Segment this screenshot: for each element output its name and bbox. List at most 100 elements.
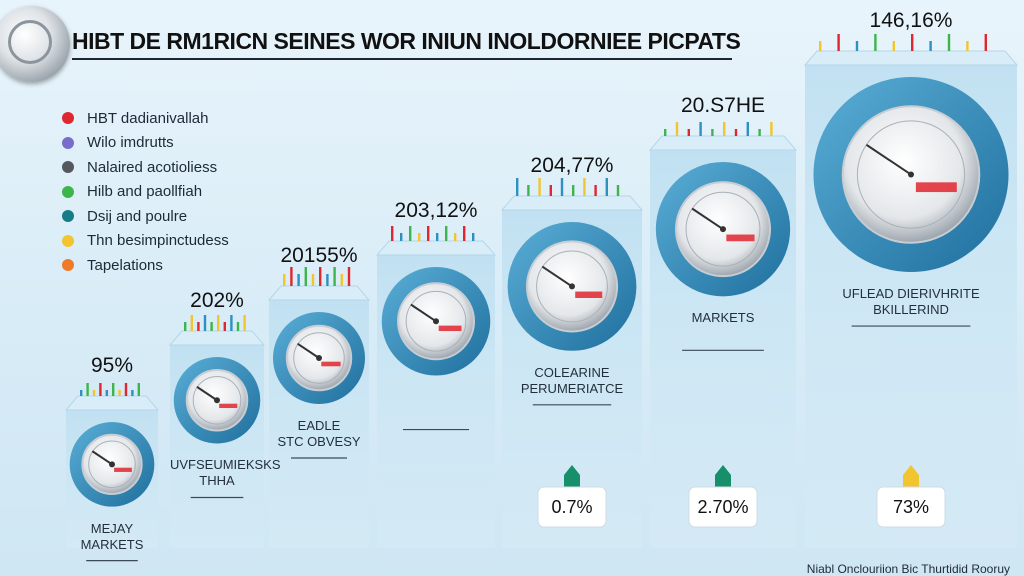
gauge-hub (908, 171, 914, 178)
caption-line: MARKETS (80, 536, 144, 552)
skyline-bar (463, 226, 466, 241)
skyline-bar (605, 178, 608, 196)
legend-item: Thn besimpinctudess (62, 229, 229, 254)
skyline-bar (527, 185, 530, 196)
skyline-bar (203, 315, 207, 331)
caption-line: UFLEAD DIERIVHRITE (842, 286, 980, 302)
legend-dot-icon (62, 259, 74, 272)
skyline-bar (984, 34, 987, 51)
skyline-bar (734, 129, 738, 136)
skyline-bar (243, 315, 246, 331)
skyline-bar (99, 383, 102, 396)
skyline-bar (616, 185, 620, 196)
gauge-inner-ring (405, 290, 467, 352)
gauge-hub (214, 397, 220, 404)
skyline-bar (549, 185, 552, 196)
skyline-bar (223, 322, 226, 331)
legend-label: Thn besimpinctudess (87, 232, 229, 250)
gauge-inner-ring (856, 120, 966, 229)
skyline-bar (297, 274, 300, 286)
skyline-bar (472, 233, 475, 241)
column-caption: MARKETS (650, 310, 796, 326)
bar-value-label: 204,77% (531, 154, 614, 177)
legend-label: Hilb and paollfiah (87, 183, 203, 201)
up-arrow-icon (903, 465, 919, 475)
gauge-inner-ring (293, 332, 345, 384)
legend-label: Wilo imdrutts (87, 134, 174, 152)
skyline-bar (560, 178, 564, 196)
up-arrow-stem (903, 475, 919, 487)
legend-label: Tapelations (87, 256, 163, 274)
skyline-bar (236, 322, 240, 331)
caption-line: UVFSEUMIEKSKS (170, 457, 281, 473)
gauge-readout (726, 234, 755, 242)
gauge-inner-ring (536, 250, 608, 323)
bar-value-label: 20155% (280, 244, 357, 267)
skyline-bar (966, 41, 969, 51)
gauge-readout (321, 361, 341, 367)
legend-dot-icon (62, 210, 74, 223)
skyline-bar (184, 322, 187, 331)
skyline-bar (819, 41, 822, 51)
bar-top (168, 330, 266, 346)
change-badge (876, 486, 946, 528)
skyline-bar (770, 122, 773, 136)
skyline-bar (699, 122, 702, 136)
gauge-hub (316, 355, 322, 361)
column-caption: UVFSEUMIEKSKS THHA (170, 457, 281, 489)
change-badge (688, 486, 758, 528)
gauge-needle (91, 450, 113, 466)
column-caption: UFLEAD DIERIVHRITE BKILLERIND (805, 286, 1017, 318)
caption-line: PERUMERIATCE (520, 380, 624, 396)
gauge-hub (569, 283, 575, 290)
skyline-bar (911, 34, 914, 51)
skyline-bar (892, 41, 895, 51)
skyline-bar (675, 122, 679, 136)
skyline-bar (326, 274, 329, 286)
column-caption: EADLE STC OBVESY (269, 418, 369, 450)
bar-value-label: 20.S7HE (681, 94, 765, 117)
bar-top (64, 395, 160, 411)
skyline-bar (746, 122, 749, 136)
gauge-needle (297, 343, 320, 359)
skyline-bar (454, 233, 457, 241)
caption-line: COLEARINE (534, 364, 610, 380)
skyline-bar (137, 383, 140, 396)
gauge-inner-ring (88, 440, 136, 489)
legend-label: Dsij and poulre (87, 207, 188, 225)
bar-top (267, 285, 371, 301)
skyline-bar (124, 383, 128, 396)
gauge-readout (438, 325, 462, 332)
skyline-bar (758, 129, 761, 136)
skyline-bar (711, 129, 714, 136)
legend-item: Wilo imdrutts (62, 131, 229, 156)
caption-line: BKILLERIND (873, 302, 949, 318)
skyline-bar (210, 322, 213, 331)
legend-dot-icon (62, 136, 74, 149)
bar-value-label: 95% (91, 354, 133, 377)
change-badge-label: 0.7% (551, 497, 592, 517)
title-underline (72, 58, 732, 60)
caption-line: EADLE (297, 418, 341, 433)
chart-title: HIBT DE RM1RICN SEINES WOR INIUN INOLDOR… (72, 28, 741, 54)
bar-value-label: 203,12% (395, 199, 478, 222)
skyline-bar (723, 122, 726, 136)
skyline-bar (516, 178, 519, 196)
bar-top (803, 50, 1019, 66)
gauge-readout (114, 467, 132, 472)
skyline-bar (347, 267, 351, 286)
skyline-bar (217, 315, 220, 331)
skyline-bar (105, 390, 108, 396)
gauge-readout (219, 403, 238, 409)
skyline-bar (86, 383, 89, 396)
skyline-bar (572, 185, 575, 196)
skyline-bar (290, 267, 293, 286)
gauge-readout (575, 291, 603, 298)
bar-value-label: 146,16% (870, 9, 953, 32)
globe-logo-icon (0, 6, 70, 82)
skyline-bar (333, 267, 336, 286)
bar-top (375, 240, 497, 256)
legend-item: Nalaired acotioliess (62, 155, 229, 180)
legend-item: HBT dadianivallah (62, 106, 229, 131)
bar-top (648, 135, 798, 151)
